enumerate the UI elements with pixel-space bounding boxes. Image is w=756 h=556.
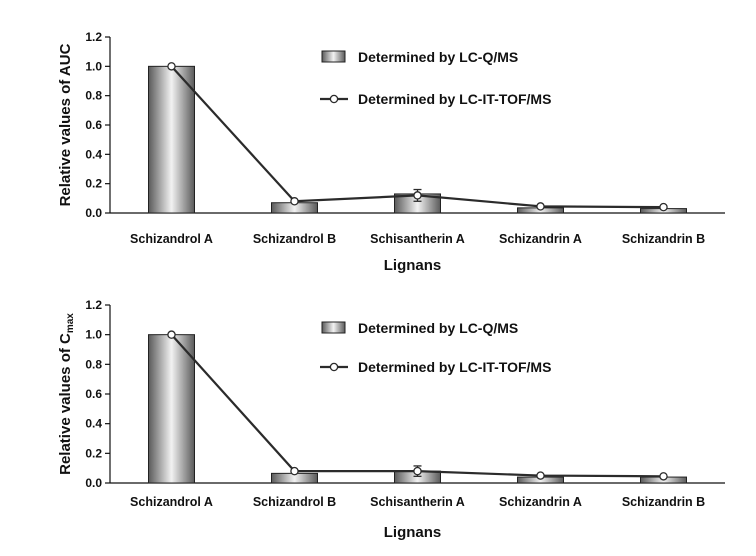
line-point — [167, 330, 176, 339]
y-tick-label: 0.8 — [85, 89, 102, 103]
y-axis-title: Relative values of AUC — [57, 43, 74, 206]
y-tick-label: 1.0 — [85, 59, 102, 73]
y-axis-title-main: Relative values of C — [57, 333, 74, 475]
x-tick-label: Schisantherin A — [370, 495, 465, 509]
x-axis-title: Lignans — [384, 524, 442, 541]
y-axis-title-subscript: max — [65, 313, 76, 333]
legend-line-marker — [329, 362, 339, 372]
y-tick-label: 0.0 — [85, 206, 102, 220]
x-tick-label: Schizandrol B — [253, 495, 336, 509]
line-point — [413, 466, 422, 476]
line-point — [290, 197, 299, 206]
legend-label: Determined by LC-IT-TOF/MS — [358, 359, 551, 375]
x-axis-title: Lignans — [384, 257, 442, 274]
legend-bar-swatch — [321, 50, 346, 63]
auc-chart-panel: 0.0 0.2 0.4 0.6 0.8 1.0 1.2 Schizandrol A Schiza… — [57, 30, 725, 274]
legend-label: Determined by LC-IT-TOF/MS — [358, 91, 551, 107]
cmax-chart-panel: 0.0 0.2 0.4 0.6 0.8 1.0 1.2 Schizandrol A Schiza… — [57, 298, 725, 541]
x-tick-label: Schizandrin A — [499, 232, 582, 246]
legend-label: Determined by LC-Q/MS — [358, 49, 518, 65]
y-tick-label: 0.0 — [85, 476, 102, 490]
x-tick-label: Schizandrol A — [130, 232, 213, 246]
line-series — [170, 65, 664, 209]
y-tick-label: 0.4 — [85, 147, 102, 161]
y-tick-label: 0.2 — [85, 446, 102, 460]
legend-bar-swatch — [321, 321, 346, 334]
bar — [148, 65, 195, 214]
bar — [148, 334, 195, 484]
line-point — [167, 62, 176, 71]
y-tick-label: 0.4 — [85, 417, 102, 431]
y-tick-label: 0.6 — [85, 387, 102, 401]
x-tick-label: Schizandrin B — [622, 495, 705, 509]
line-point — [536, 471, 545, 480]
y-tick-label: 0.6 — [85, 118, 102, 132]
line-point — [536, 202, 545, 211]
y-tick-label: 1.2 — [85, 30, 102, 44]
legend-line-marker — [329, 94, 339, 104]
y-tick-label: 0.8 — [85, 357, 102, 371]
x-tick-label: Schizandrin B — [622, 232, 705, 246]
line-point — [290, 466, 299, 476]
y-axis-title: Relative values of Cmax — [57, 313, 76, 475]
y-tick-label: 0.2 — [85, 177, 102, 191]
y-tick-label: 1.0 — [85, 328, 102, 342]
x-tick-label: Schizandrol B — [253, 232, 336, 246]
line-point — [659, 472, 668, 481]
line-point — [413, 191, 422, 200]
x-tick-label: Schizandrol A — [130, 495, 213, 509]
line-point — [659, 202, 668, 212]
y-tick-label: 1.2 — [85, 298, 102, 312]
line-series — [170, 333, 664, 478]
x-tick-label: Schizandrin A — [499, 495, 582, 509]
legend-label: Determined by LC-Q/MS — [358, 320, 518, 336]
x-tick-label: Schisantherin A — [370, 232, 465, 246]
